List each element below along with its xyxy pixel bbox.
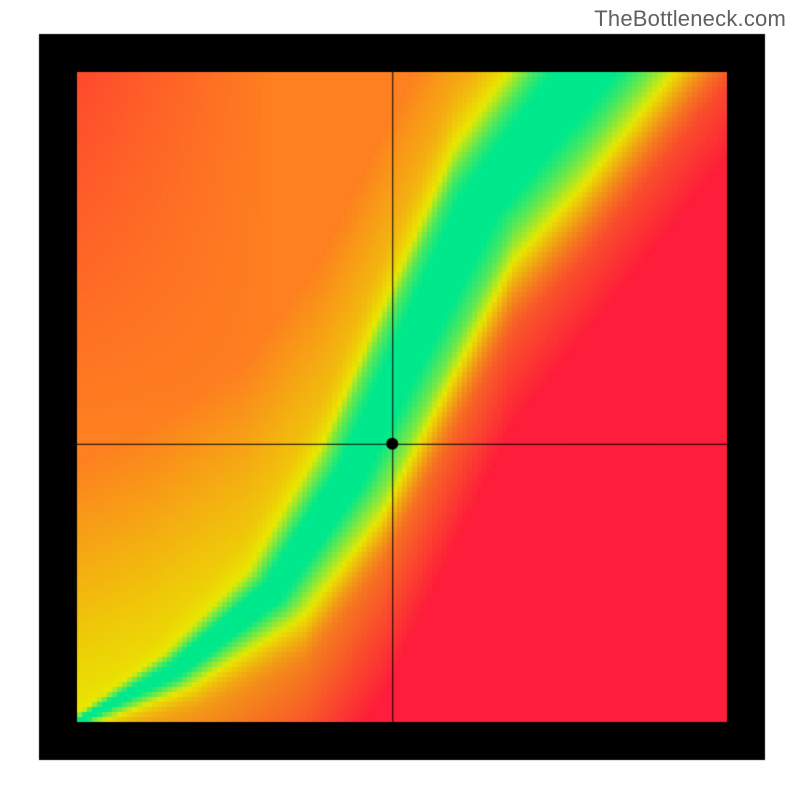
heatmap-canvas — [0, 0, 800, 800]
chart-container: TheBottleneck.com — [0, 0, 800, 800]
watermark-text: TheBottleneck.com — [594, 6, 786, 32]
